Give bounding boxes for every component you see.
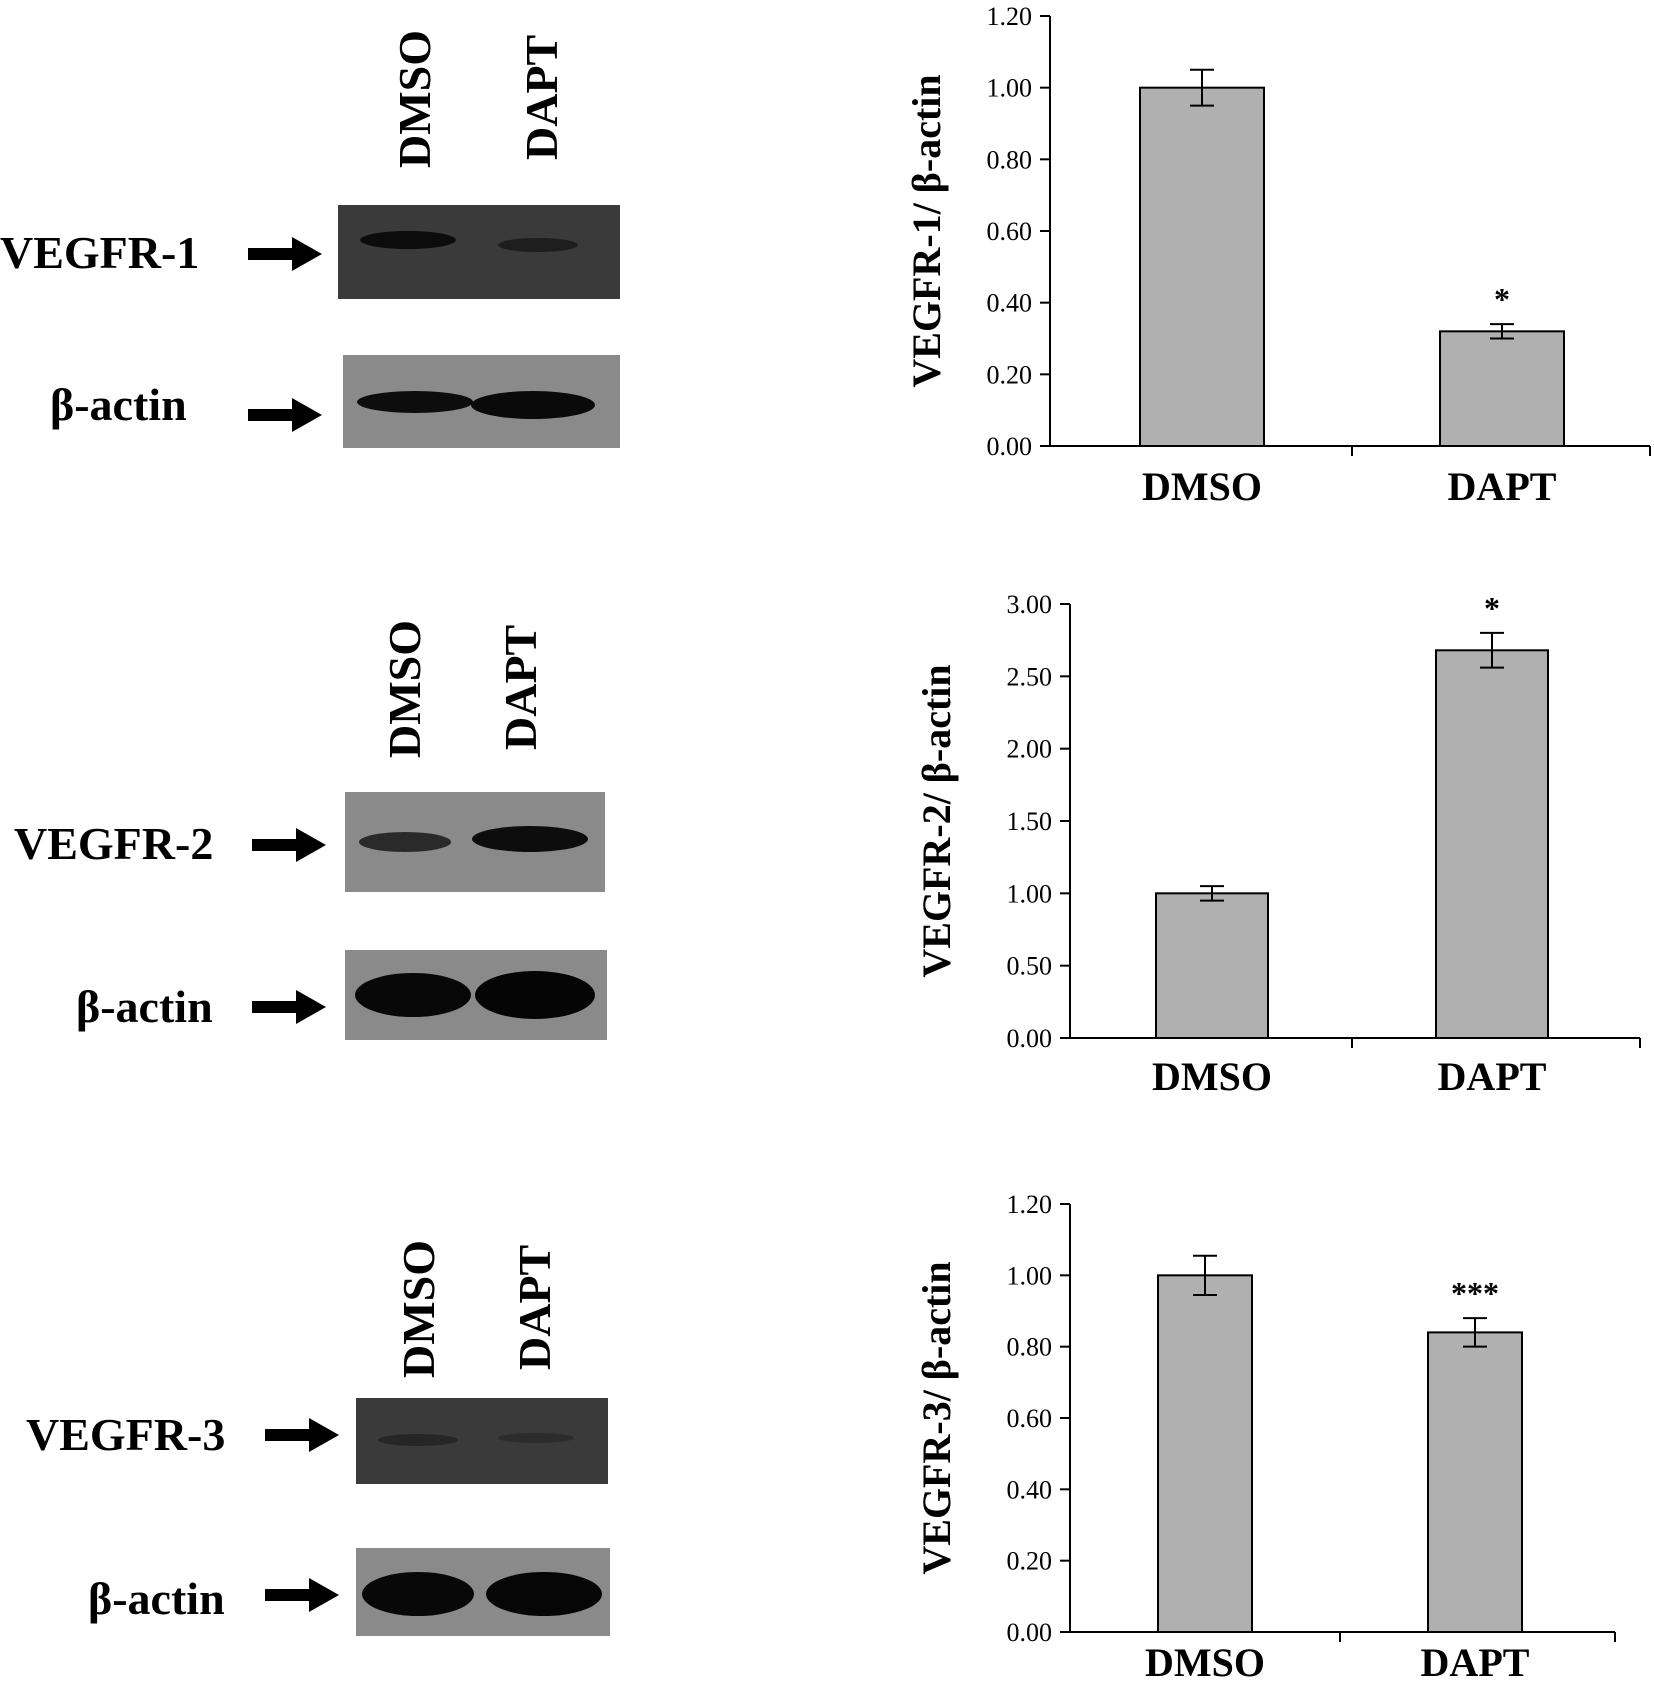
category-label: DMSO <box>1145 1640 1265 1684</box>
y-tick-label: 1.00 <box>987 74 1033 103</box>
lane-label-dapt: DAPT <box>509 1244 560 1370</box>
bar-dapt <box>1427 1331 1523 1633</box>
significance-marker: *** <box>1451 1275 1499 1311</box>
target-label: VEGFR-3 <box>26 1409 226 1460</box>
y-tick-label: 0.80 <box>1007 1333 1053 1362</box>
y-tick-label: 0.60 <box>1007 1404 1053 1433</box>
significance-marker: * <box>1494 281 1510 317</box>
y-tick-label: 1.20 <box>987 2 1033 31</box>
y-tick-label: 0.20 <box>987 360 1033 389</box>
y-tick-label: 0.00 <box>1007 1618 1053 1647</box>
y-tick-label: 1.00 <box>1007 879 1053 908</box>
lane-label-dapt: DAPT <box>495 624 546 750</box>
bar-chart-vegfr2: 0.00 0.50 1.00 1.50 2.00 2.50 3.00 VEGFR-2/ β-a… <box>914 590 1641 1099</box>
category-label: DAPT <box>1448 464 1557 509</box>
loading-label: β-actin <box>50 379 187 430</box>
arrow-icon <box>265 1578 339 1612</box>
lane-label-dmso: DMSO <box>389 30 440 168</box>
arrow-icon <box>248 398 322 432</box>
y-tick-label: 0.00 <box>987 432 1033 461</box>
bar-dmso <box>1139 86 1265 448</box>
y-axis-title: VEGFR-3/ β-actin <box>914 1261 959 1574</box>
loading-label: β-actin <box>76 981 213 1032</box>
target-blot <box>345 792 605 892</box>
y-tick-label: 1.50 <box>1007 807 1053 836</box>
arrow-icon <box>252 990 326 1024</box>
y-tick-label: 0.50 <box>1007 952 1053 981</box>
y-tick-label: 1.00 <box>1007 1261 1053 1290</box>
y-tick-label: 1.20 <box>1007 1190 1053 1219</box>
lane-label-dmso: DMSO <box>393 1240 444 1378</box>
target-label: VEGFR-2 <box>14 818 214 869</box>
category-label: DAPT <box>1438 1054 1547 1099</box>
y-tick-label: 0.80 <box>987 145 1033 174</box>
loading-blot <box>343 355 620 448</box>
arrow-icon <box>248 237 322 271</box>
y-tick-label: 2.50 <box>1007 662 1053 691</box>
y-tick-label: 0.40 <box>1007 1475 1053 1504</box>
loading-blot <box>345 950 607 1040</box>
category-label: DMSO <box>1142 464 1262 509</box>
loading-label: β-actin <box>88 1573 225 1624</box>
y-tick-label: 0.20 <box>1007 1547 1053 1576</box>
y-tick-label: 0.00 <box>1007 1024 1053 1053</box>
arrow-icon <box>265 1418 339 1452</box>
y-tick-label: 2.00 <box>1007 735 1053 764</box>
target-label: VEGFR-1 <box>0 227 200 278</box>
bar-dapt <box>1435 649 1549 1039</box>
y-axis-title: VEGFR-2/ β-actin <box>914 664 959 977</box>
loading-blot <box>356 1548 610 1636</box>
y-tick-label: 3.00 <box>1007 590 1053 619</box>
bar-chart-vegfr1: 0.00 0.20 0.40 0.60 0.80 1.00 1.20 VEGFR-1/ β-a… <box>904 2 1651 509</box>
y-axis-title: VEGFR-1/ β-actin <box>904 74 949 387</box>
bar-dmso <box>1155 892 1269 1040</box>
category-label: DMSO <box>1152 1054 1272 1099</box>
bar-dapt <box>1439 330 1565 448</box>
target-blot <box>356 1398 608 1484</box>
y-tick-label: 0.60 <box>987 217 1033 246</box>
bar-dmso <box>1157 1274 1253 1633</box>
category-label: DAPT <box>1421 1640 1530 1684</box>
bar-chart-vegfr3: 0.00 0.20 0.40 0.60 0.80 1.00 1.20 VEGFR-3/ β-a… <box>914 1190 1616 1684</box>
arrow-icon <box>252 828 326 862</box>
target-blot <box>338 205 620 299</box>
lane-label-dapt: DAPT <box>516 34 567 160</box>
significance-marker: * <box>1484 590 1500 626</box>
lane-label-dmso: DMSO <box>379 620 430 758</box>
y-tick-label: 0.40 <box>987 289 1033 318</box>
